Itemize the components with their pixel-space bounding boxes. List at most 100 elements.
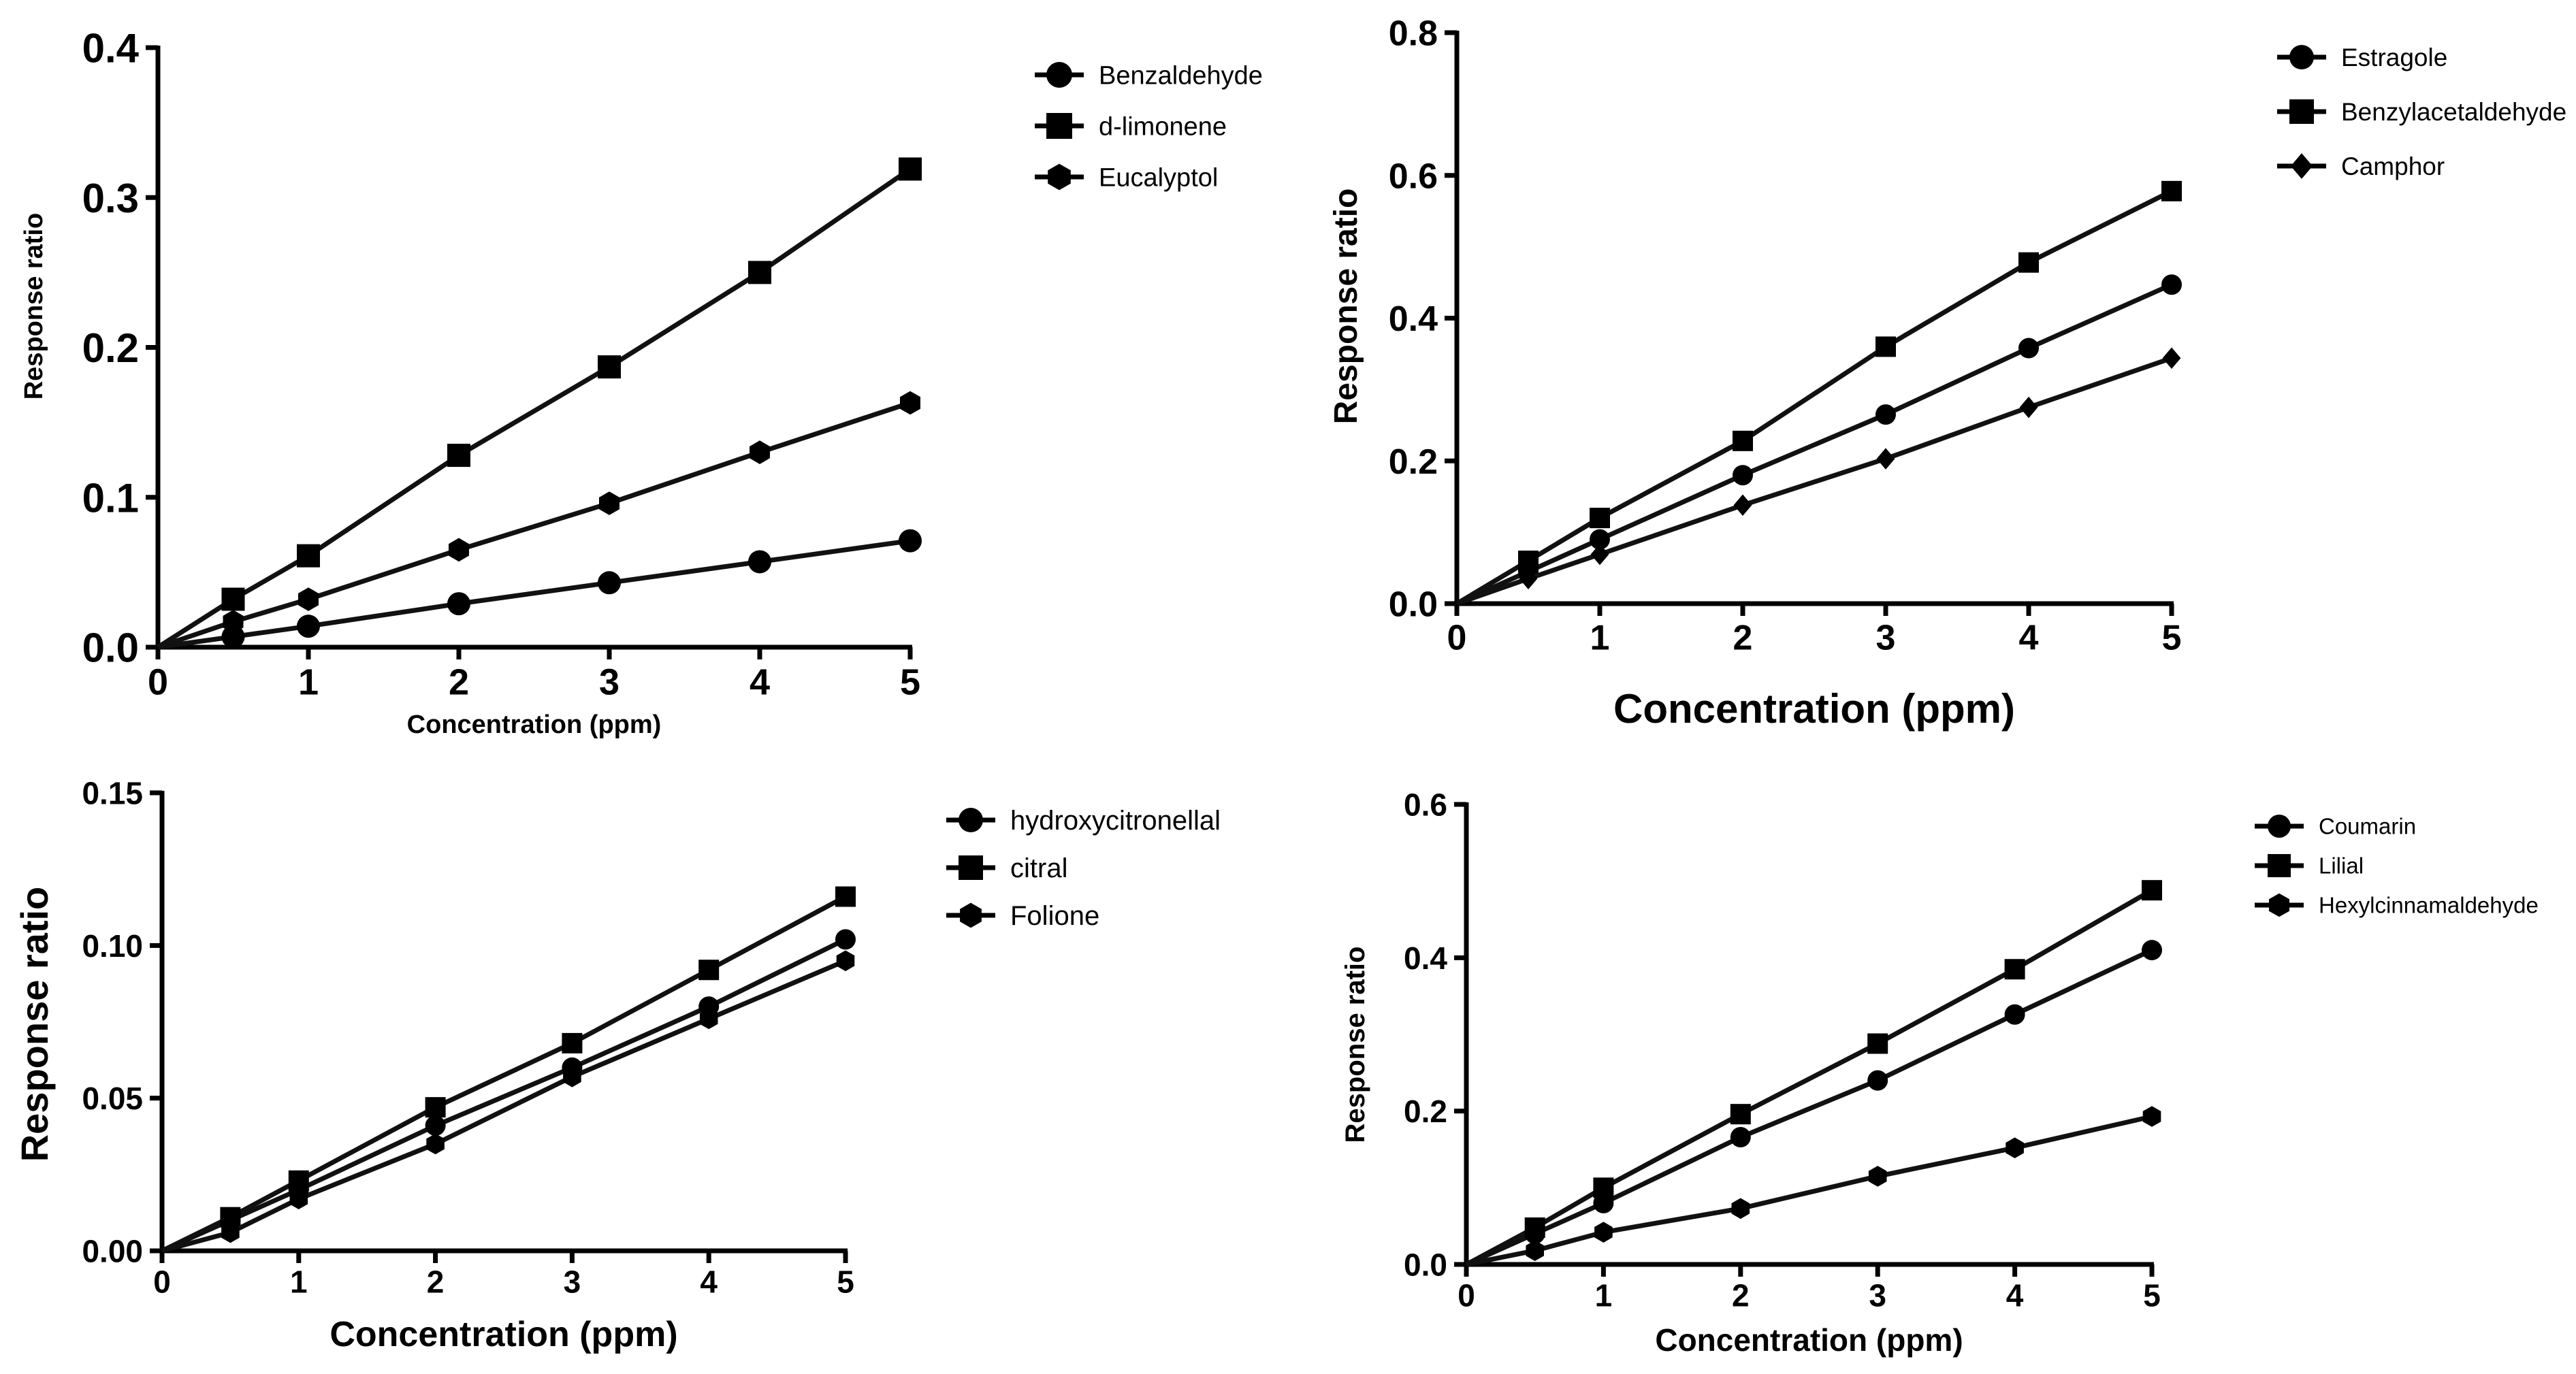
y-tick-label: 0.1 bbox=[82, 475, 139, 521]
x-tick-label: 3 bbox=[564, 1264, 581, 1300]
legend-marker bbox=[1046, 62, 1072, 88]
data-point bbox=[1524, 1217, 1545, 1238]
series-benzaldehyde bbox=[157, 529, 922, 650]
data-point bbox=[449, 538, 469, 562]
x-tick-label: 1 bbox=[1590, 618, 1610, 657]
data-point bbox=[297, 544, 320, 568]
data-point bbox=[748, 550, 771, 574]
series-folione bbox=[161, 950, 855, 1254]
data-point bbox=[1593, 1192, 1614, 1213]
data-point bbox=[298, 587, 319, 611]
data-point bbox=[836, 950, 855, 972]
x-axis-title: Concentration (ppm) bbox=[1613, 686, 2015, 732]
data-point bbox=[699, 1008, 718, 1030]
x-axis-title: Concentration (ppm) bbox=[407, 710, 662, 739]
data-point bbox=[1526, 1240, 1544, 1261]
data-point bbox=[2142, 880, 2162, 901]
legend-marker bbox=[1048, 163, 1071, 191]
data-point bbox=[1590, 543, 1609, 566]
legend-entry: Camphor bbox=[2277, 152, 2445, 180]
y-tick-label: 0.10 bbox=[82, 928, 143, 964]
data-point bbox=[1730, 1126, 1751, 1147]
x-tick-label: 1 bbox=[290, 1264, 308, 1300]
x-tick-label: 4 bbox=[700, 1264, 718, 1300]
data-point bbox=[2161, 274, 2182, 295]
data-point bbox=[2162, 347, 2181, 369]
data-point bbox=[1867, 1033, 1888, 1054]
x-tick-label: 5 bbox=[2162, 618, 2182, 657]
data-point bbox=[835, 886, 856, 907]
legend-entry: Lilial bbox=[2255, 853, 2364, 879]
data-point bbox=[288, 1170, 309, 1191]
legend-label: hydroxycitronellal bbox=[1010, 806, 1221, 836]
data-point bbox=[425, 1097, 446, 1118]
data-point bbox=[2018, 252, 2039, 273]
data-point bbox=[2006, 1137, 2024, 1158]
legend-marker bbox=[2289, 45, 2314, 69]
data-point bbox=[1519, 568, 1538, 590]
data-point bbox=[899, 157, 922, 181]
legend-entry: Eucalyptol bbox=[1035, 163, 1218, 192]
data-point bbox=[223, 610, 244, 634]
data-point bbox=[1733, 494, 1752, 517]
x-tick-label: 0 bbox=[148, 661, 168, 702]
data-point bbox=[2018, 338, 2039, 359]
data-point bbox=[2004, 1004, 2025, 1025]
data-point bbox=[698, 960, 720, 981]
data-point bbox=[1867, 1070, 1888, 1091]
data-point bbox=[426, 1133, 445, 1155]
legend-marker bbox=[2289, 99, 2314, 124]
legend-entry: Benzylacetaldehyde bbox=[2277, 98, 2566, 126]
x-tick-label: 0 bbox=[1458, 1278, 1475, 1313]
series-line bbox=[157, 400, 912, 650]
legend-marker bbox=[2268, 854, 2291, 877]
x-tick-label: 2 bbox=[427, 1264, 445, 1300]
y-tick-label: 0.3 bbox=[82, 176, 139, 221]
x-tick-label: 1 bbox=[298, 661, 319, 702]
data-point bbox=[1733, 430, 1753, 451]
legend-marker bbox=[2269, 893, 2289, 917]
x-tick-label: 5 bbox=[900, 661, 920, 702]
x-tick-label: 3 bbox=[1869, 1278, 1886, 1313]
x-tick-label: 0 bbox=[1447, 618, 1467, 657]
y-axis-title: Response ratio bbox=[13, 887, 56, 1162]
legend-label: citral bbox=[1010, 853, 1067, 883]
data-point bbox=[221, 1222, 240, 1243]
data-point bbox=[1868, 1166, 1887, 1187]
y-axis-title: Response ratio bbox=[20, 213, 48, 400]
y-tick-label: 0.6 bbox=[1404, 787, 1447, 823]
data-point bbox=[598, 571, 621, 595]
legend-label: Coumarin bbox=[2319, 814, 2416, 839]
data-point bbox=[2142, 940, 2162, 961]
data-point bbox=[1730, 1104, 1751, 1125]
y-tick-label: 0.05 bbox=[82, 1081, 143, 1116]
legend-entry: hydroxycitronellal bbox=[946, 806, 1221, 836]
x-tick-label: 2 bbox=[1732, 1278, 1750, 1313]
y-tick-label: 0.2 bbox=[1389, 442, 1438, 482]
legend-marker bbox=[959, 808, 983, 832]
x-axis-title: Concentration (ppm) bbox=[329, 1315, 677, 1354]
data-point bbox=[447, 592, 470, 616]
chart-panel-4: 0.0 0.2 0.4 0.6 0 1 2 3 4 5 Concentration (ppm) Res… bbox=[1340, 787, 2539, 1358]
y-tick-label: 0.15 bbox=[82, 776, 143, 811]
data-point bbox=[425, 1115, 446, 1136]
data-point bbox=[2019, 396, 2038, 419]
series-eucalyptol bbox=[157, 391, 920, 650]
series-line bbox=[157, 538, 911, 650]
x-tick-label: 3 bbox=[599, 661, 619, 702]
chart-panel-3: 0.00 0.05 0.10 0.15 0 1 2 3 4 5 Concentration (ppm… bbox=[13, 776, 1221, 1354]
series-hexylcinnamaldehyde bbox=[1466, 1106, 2161, 1267]
chart-panel-1: 0.0 0.1 0.2 0.3 0.4 0 1 2 3 4 5 Concentration (ppm)… bbox=[20, 26, 1263, 739]
y-axis-title: Response ratio bbox=[1340, 947, 1370, 1143]
chart-panel-2: 0.0 0.2 0.4 0.6 0.8 0 1 2 3 4 5 Concentration (ppm)… bbox=[1328, 14, 2566, 732]
series-line bbox=[1465, 888, 2153, 1267]
legend-label: Benzylacetaldehyde bbox=[2341, 98, 2566, 126]
legend-label: Estragole bbox=[2341, 44, 2447, 71]
series-hydroxycitronellal bbox=[161, 929, 856, 1254]
series-line bbox=[1455, 282, 2173, 606]
x-tick-label: 2 bbox=[449, 661, 469, 702]
series-benzylacetaldehyde bbox=[1455, 180, 2182, 606]
legend-entry: Estragole bbox=[2277, 44, 2447, 71]
data-point bbox=[289, 1188, 308, 1209]
